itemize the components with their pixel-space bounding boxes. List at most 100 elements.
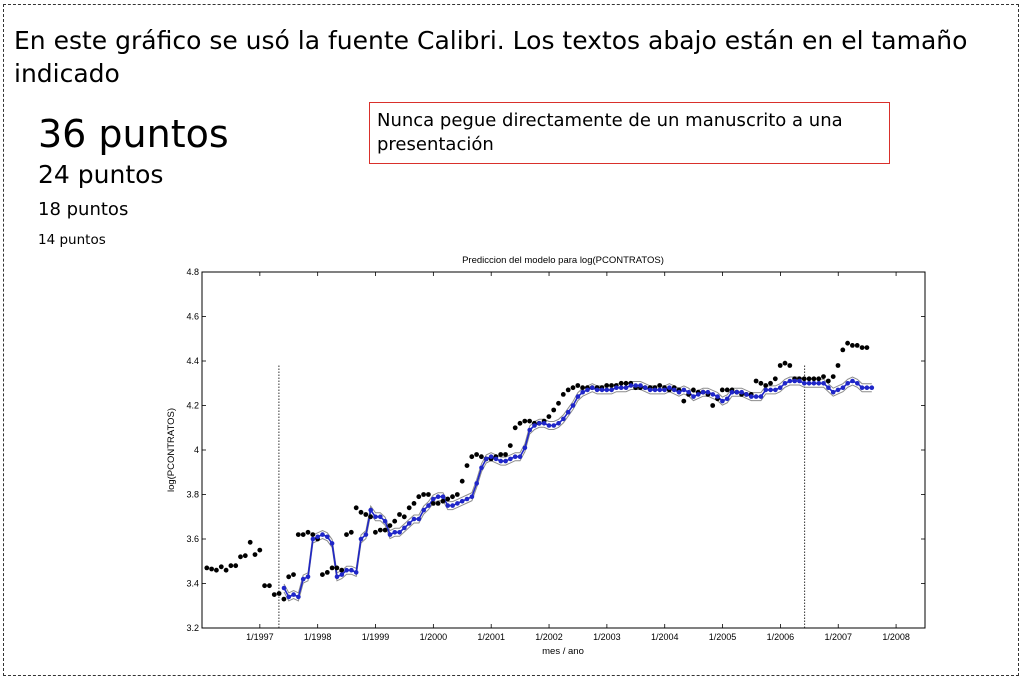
observed-point — [305, 529, 311, 535]
observed-point — [416, 494, 422, 500]
observed-point — [710, 403, 716, 408]
model-point — [546, 423, 552, 428]
model-point — [522, 445, 528, 451]
observed-point — [430, 501, 436, 506]
model-point — [686, 389, 691, 395]
observed-point — [324, 570, 330, 575]
observed-point — [801, 376, 807, 382]
observed-point — [421, 492, 426, 497]
model-point — [821, 381, 826, 386]
observed-point — [223, 567, 229, 573]
x-tick-label: 1/2006 — [767, 632, 795, 642]
model-point — [850, 378, 855, 384]
observed-point — [825, 378, 831, 384]
observed-point — [445, 496, 451, 502]
model-point — [614, 385, 619, 390]
observed-point — [387, 523, 393, 528]
observed-point — [479, 454, 484, 460]
model-point — [869, 385, 875, 390]
model-point — [368, 507, 373, 513]
model-point — [599, 387, 605, 393]
model-point — [541, 421, 547, 426]
model-point — [378, 514, 383, 520]
model-point — [749, 394, 754, 399]
chart-marks: 3.2 3.4 3.6 3.8 4 4.2 4.4 4.6 4.8 1/1997 1/1998 1/1… — [186, 267, 926, 642]
observed-point — [271, 592, 277, 597]
observed-point — [811, 376, 817, 382]
model-point — [773, 387, 778, 393]
chart-y-axis-label: log(PCONTRATOS) — [166, 408, 177, 492]
observed-point — [397, 512, 402, 517]
model-point — [358, 536, 364, 542]
model-point — [845, 381, 850, 386]
observed-point — [835, 363, 841, 368]
observed-point — [474, 452, 479, 457]
model-point — [484, 456, 489, 462]
model-point — [768, 387, 773, 393]
observed-point — [522, 418, 528, 424]
plot-area — [201, 271, 926, 629]
model-point — [315, 534, 320, 540]
model-point — [469, 494, 475, 499]
model-point — [411, 516, 417, 522]
model-point — [532, 423, 537, 428]
observed-point — [406, 505, 412, 511]
observed-point — [300, 532, 306, 537]
observed-point — [401, 514, 407, 520]
model-point — [763, 387, 769, 393]
model-point — [623, 385, 629, 390]
observed-point — [329, 565, 335, 571]
observed-point — [517, 420, 523, 426]
observed-point — [681, 398, 687, 404]
model-point — [720, 398, 725, 404]
model-point — [715, 394, 720, 399]
model-point — [618, 385, 624, 390]
model-point — [556, 421, 561, 426]
x-tick-label: 1/2001 — [477, 632, 505, 642]
model-point — [667, 385, 672, 390]
x-tick-label: 1/2004 — [651, 632, 679, 642]
observed-point — [604, 383, 610, 388]
observed-point — [334, 565, 340, 571]
y-tick-label: 4.4 — [186, 356, 199, 366]
x-tick-label: 1/1998 — [304, 632, 332, 642]
observed-point — [358, 509, 364, 515]
observed-point — [204, 565, 210, 571]
model-point — [594, 387, 600, 393]
model-point — [647, 387, 653, 393]
y-tick-label: 4.2 — [186, 401, 199, 411]
model-line — [283, 380, 872, 599]
model-point — [474, 481, 480, 486]
model-point — [724, 396, 730, 402]
observed-point — [758, 380, 764, 386]
model-point — [691, 394, 696, 399]
observed-point — [310, 532, 316, 537]
observed-point — [348, 529, 354, 535]
observed-point — [377, 527, 383, 533]
observed-point — [782, 360, 788, 366]
observed-point — [850, 343, 855, 348]
y-tick-label: 3.2 — [186, 623, 199, 633]
observed-point — [247, 539, 253, 545]
model-point — [445, 503, 451, 508]
model-point — [628, 383, 634, 388]
model-point — [459, 498, 465, 504]
observed-point — [339, 567, 345, 573]
model-point — [835, 387, 841, 393]
model-point — [334, 574, 340, 580]
y-tick-label: 3.4 — [186, 579, 199, 589]
observed-point — [320, 572, 325, 577]
model-point — [758, 394, 764, 399]
model-point — [777, 385, 783, 390]
model-point — [700, 389, 706, 395]
model-point — [729, 389, 735, 395]
model-point — [488, 454, 494, 459]
model-point — [382, 518, 388, 524]
observed-point — [609, 383, 614, 388]
model-point — [802, 381, 807, 386]
model-point — [464, 496, 470, 502]
observed-point — [426, 492, 431, 497]
observed-point — [787, 363, 793, 368]
model-point — [855, 381, 860, 386]
model-point — [633, 383, 638, 388]
